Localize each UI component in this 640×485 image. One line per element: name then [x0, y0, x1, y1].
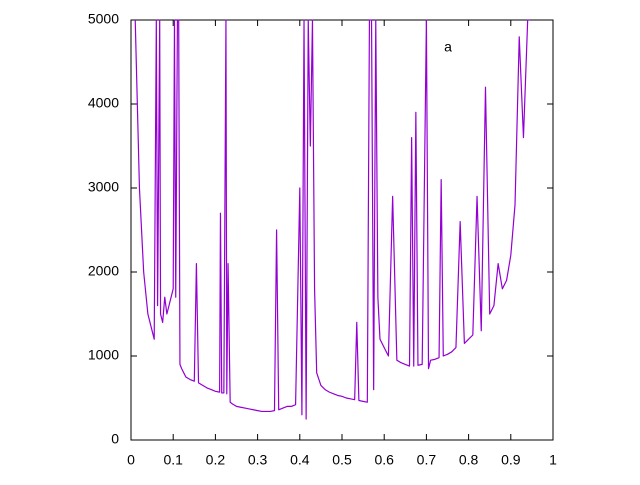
x-tick-label: 0.1 [163, 452, 183, 468]
y-tick-label: 0 [111, 431, 119, 447]
x-tick-label: 0.3 [248, 452, 268, 468]
data-line [134, 19, 530, 420]
legend-label: a [444, 39, 452, 55]
y-tick-label: 1000 [88, 347, 119, 363]
x-tick-label: 0.4 [290, 452, 310, 468]
x-tick-label: 0.9 [501, 452, 521, 468]
x-tick-label: 0.7 [417, 452, 437, 468]
y-tick-label: 3000 [88, 179, 119, 195]
x-tick-label: 1 [549, 452, 557, 468]
y-tick-label: 2000 [88, 263, 119, 279]
x-tick-label: 0.8 [459, 452, 479, 468]
y-tick-label: 5000 [88, 11, 119, 27]
x-tick-label: 0.5 [332, 452, 352, 468]
y-tick-label: 4000 [88, 95, 119, 111]
x-tick-label: 0.6 [374, 452, 394, 468]
x-tick-label: 0.2 [206, 452, 226, 468]
x-tick-label: 0 [127, 452, 135, 468]
